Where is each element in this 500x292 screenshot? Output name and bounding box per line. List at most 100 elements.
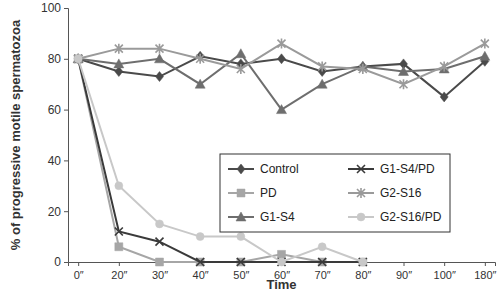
y-tick-mark <box>64 211 68 212</box>
x-tick-mark <box>485 262 486 266</box>
x-axis-title: Time <box>266 277 296 292</box>
series-marker <box>481 39 489 49</box>
x-tick-label: 100″ <box>434 269 456 281</box>
x-tick: 90″ <box>396 262 412 281</box>
x-tick-label: 20″ <box>111 269 127 281</box>
x-tick-label: 180″ <box>474 269 496 281</box>
y-tick-label: 100 <box>41 1 61 15</box>
series <box>73 49 490 114</box>
series <box>74 39 489 90</box>
legend-entry: G1-S4 <box>228 210 295 224</box>
x-tick: 180″ <box>474 262 496 281</box>
series-marker <box>74 55 82 63</box>
series-marker <box>359 258 367 266</box>
y-tick: 40 <box>48 154 68 168</box>
legend: Control PD G1-S4 G1-S4/PD G2-S16 G2-S16/PD <box>220 154 450 232</box>
series-marker <box>237 258 245 266</box>
x-tick-label: 0″ <box>74 269 84 281</box>
series-marker <box>278 39 286 49</box>
series-marker <box>74 55 82 63</box>
y-tick-label: 40 <box>48 154 62 168</box>
x-tick-label: 70″ <box>315 269 331 281</box>
legend-label: G1-S4/PD <box>380 162 435 176</box>
series-marker <box>318 258 326 266</box>
y-tick-mark <box>64 262 68 263</box>
series-marker <box>156 44 164 54</box>
y-tick: 0 <box>54 255 68 269</box>
x-tick-label: 80″ <box>355 269 371 281</box>
x-tick: 0″ <box>74 262 84 281</box>
legend-entry: Control <box>228 162 299 176</box>
series-marker <box>278 54 286 64</box>
x-tick-mark <box>444 262 445 266</box>
series-marker <box>278 250 286 258</box>
x-tick-mark <box>78 262 79 266</box>
chart: 0204060801000″20″30″40″50″60″70″80″90″10… <box>0 0 500 292</box>
series-marker <box>359 64 367 74</box>
marks <box>73 39 490 266</box>
series-marker <box>359 258 367 266</box>
series-marker <box>73 54 83 63</box>
series-marker <box>440 92 448 102</box>
y-tick: 60 <box>48 103 68 117</box>
legend-marker <box>236 212 246 221</box>
x-tick-label: 30″ <box>152 269 168 281</box>
series-marker <box>156 238 164 246</box>
series-marker <box>318 61 326 71</box>
y-tick: 20 <box>48 205 68 219</box>
series-marker <box>196 233 204 241</box>
series-marker <box>156 72 164 82</box>
series <box>74 51 489 102</box>
legend-label: G2-S16/PD <box>380 210 442 224</box>
legend-label: Control <box>260 162 299 176</box>
series-marker <box>115 182 123 190</box>
y-axis: 0 20 40 60 80 100 <box>41 1 69 269</box>
legend-marker <box>237 164 245 174</box>
series-line <box>78 44 485 85</box>
y-axis-line <box>64 9 69 263</box>
series-marker <box>359 258 367 266</box>
y-tick-label: 60 <box>48 103 62 117</box>
series-line <box>78 54 485 110</box>
legend-label: G2-S16 <box>380 186 422 200</box>
series-marker <box>74 54 82 64</box>
series-marker <box>74 54 82 64</box>
series-marker <box>480 51 490 60</box>
legend-entry: G2-S16/PD <box>348 210 442 224</box>
x-tick-mark <box>404 262 405 266</box>
series-marker <box>318 243 326 251</box>
series-marker <box>196 258 204 266</box>
series-marker <box>115 44 123 54</box>
series-marker <box>440 61 448 71</box>
y-tick-label: 80 <box>48 52 62 66</box>
x-tick-mark <box>119 262 120 266</box>
legend-box <box>220 154 450 232</box>
series-marker <box>399 67 409 76</box>
series-marker <box>156 258 164 266</box>
plot: 0204060801000″20″30″40″50″60″70″80″90″10… <box>41 1 497 281</box>
x-tick: 100″ <box>434 262 456 281</box>
x-tick-label: 90″ <box>396 269 412 281</box>
y-tick-mark <box>64 110 68 111</box>
series-marker <box>400 79 408 89</box>
legend-entry: G1-S4/PD <box>348 162 435 176</box>
series-marker <box>155 54 165 63</box>
legend-marker <box>237 189 245 197</box>
y-tick: 100 <box>41 1 68 15</box>
series-marker <box>195 79 205 88</box>
series-marker <box>114 59 124 68</box>
series-marker <box>115 243 123 251</box>
y-tick-mark <box>64 8 68 9</box>
legend-marker <box>357 165 365 173</box>
legend-label: PD <box>260 186 277 200</box>
legend-label: G1-S4 <box>260 210 295 224</box>
series-marker <box>237 64 245 74</box>
x-tick: 20″ <box>111 262 127 281</box>
legend-entry: PD <box>228 186 277 200</box>
legend-marker <box>357 213 365 221</box>
y-tick: 80 <box>48 52 68 66</box>
x-tick-label: 40″ <box>193 269 209 281</box>
series-marker <box>317 79 327 88</box>
series-marker <box>236 49 246 58</box>
y-tick-mark <box>64 59 68 60</box>
